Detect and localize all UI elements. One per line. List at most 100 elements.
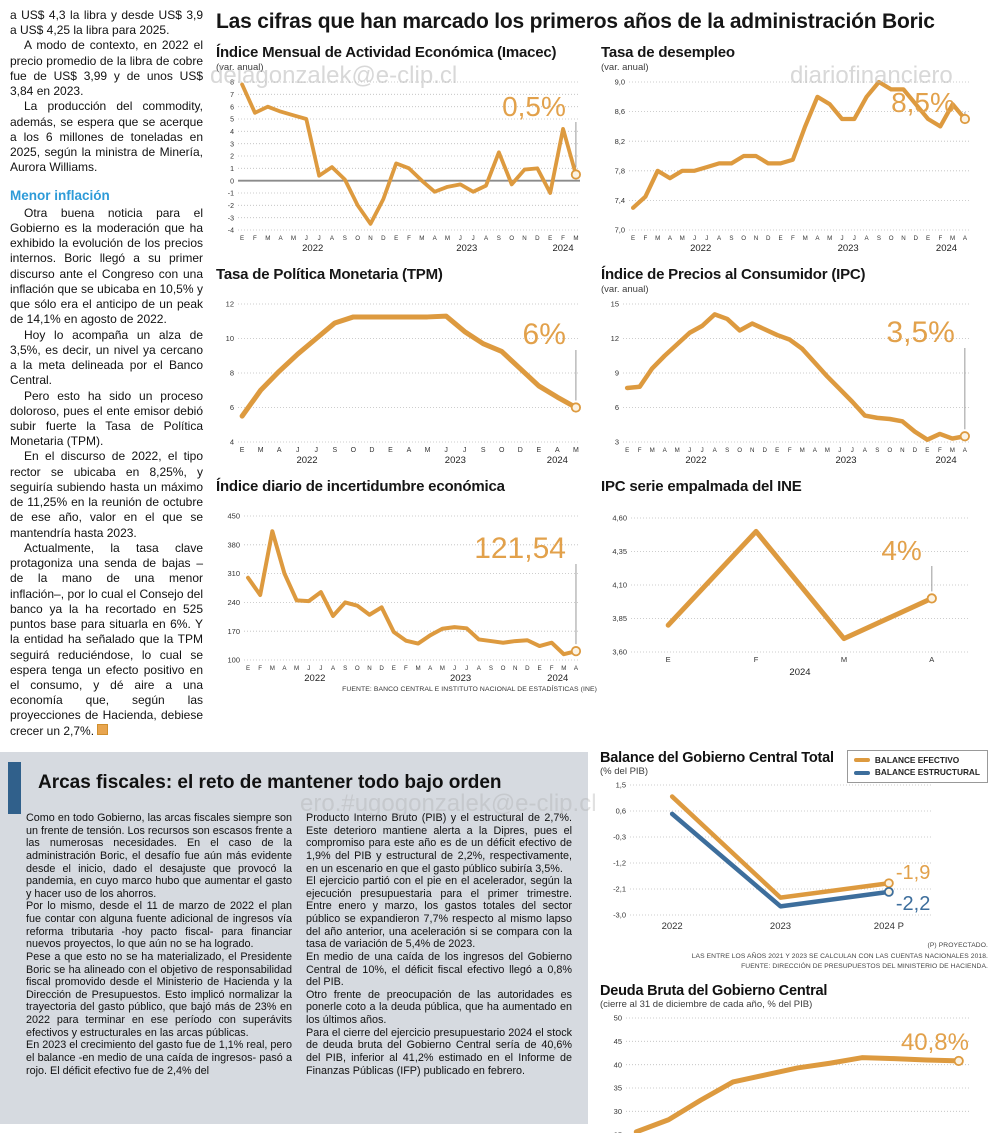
svg-text:A: A [282, 665, 287, 672]
svg-text:S: S [725, 447, 729, 454]
svg-text:2023: 2023 [835, 455, 856, 466]
svg-text:A: A [433, 235, 438, 242]
svg-text:E: E [394, 235, 398, 242]
svg-text:O: O [887, 447, 892, 454]
svg-text:J: J [688, 447, 691, 454]
svg-text:E: E [625, 447, 629, 454]
svg-text:M: M [803, 235, 808, 242]
svg-text:M: M [800, 447, 805, 454]
svg-text:3,5%: 3,5% [886, 316, 954, 349]
svg-text:J: J [318, 235, 321, 242]
svg-text:2024: 2024 [552, 243, 573, 254]
svg-text:A: A [555, 447, 560, 454]
svg-text:3: 3 [230, 141, 234, 148]
svg-text:M: M [675, 447, 680, 454]
svg-text:4: 4 [230, 129, 234, 136]
fiscal-text-columns: Como en todo Gobierno, las arcas fiscale… [26, 812, 572, 1077]
svg-text:12: 12 [226, 300, 234, 309]
svg-text:310: 310 [227, 569, 240, 578]
svg-text:N: N [513, 665, 517, 672]
chart-title: Deuda Bruta del Gobierno Central [600, 983, 828, 1000]
svg-text:J: J [693, 235, 696, 242]
svg-text:240: 240 [227, 598, 240, 607]
svg-text:F: F [788, 447, 792, 454]
svg-text:O: O [501, 665, 506, 672]
svg-text:8: 8 [230, 369, 234, 378]
svg-text:D: D [535, 235, 540, 242]
svg-text:3,60: 3,60 [612, 648, 627, 657]
svg-text:5: 5 [230, 117, 234, 124]
svg-text:N: N [367, 665, 371, 672]
legend-item-estructural: BALANCE ESTRUCTURAL [853, 766, 980, 778]
svg-text:S: S [497, 235, 501, 242]
fiscal-charts: Balance del Gobierno Central Total (% de… [600, 750, 988, 1133]
svg-text:E: E [240, 235, 244, 242]
svg-text:E: E [240, 447, 245, 454]
chart-balance-canvas: 1,5 0,6 -0,3 -1,2 -2,1 -3,0 2022 2023 2024 P -1,9… [613, 781, 931, 932]
svg-text:J: J [838, 447, 841, 454]
svg-text:S: S [343, 665, 347, 672]
svg-text:J: J [701, 447, 704, 454]
svg-text:J: J [459, 235, 462, 242]
svg-text:J: J [296, 447, 300, 454]
svg-text:25: 25 [614, 1130, 622, 1133]
chart-tpm: Tasa de Política Monetaria (TPM) 12 10 8 6 4… [214, 266, 599, 468]
svg-text:2024: 2024 [547, 673, 568, 684]
svg-text:F: F [561, 235, 565, 242]
svg-text:A: A [484, 235, 489, 242]
svg-text:A: A [963, 447, 968, 454]
chart-title: Índice de Precios al Consumidor (IPC) [601, 266, 866, 283]
svg-text:-1,9: -1,9 [896, 862, 930, 884]
svg-text:M: M [440, 665, 445, 672]
svg-text:N: N [754, 235, 758, 242]
svg-text:M: M [445, 235, 450, 242]
svg-text:2024: 2024 [789, 667, 810, 678]
svg-text:35: 35 [614, 1084, 622, 1093]
svg-text:100: 100 [227, 656, 240, 665]
svg-text:N: N [901, 235, 905, 242]
chart-subtitle: (var. anual) [216, 62, 264, 73]
title-accent-bar [8, 762, 21, 814]
svg-text:8: 8 [230, 80, 234, 87]
svg-text:O: O [509, 235, 514, 242]
chart-subtitle [601, 496, 982, 507]
svg-text:2024 P: 2024 P [874, 921, 904, 932]
svg-text:E: E [246, 665, 250, 672]
chart-title: Tasa de Política Monetaria (TPM) [216, 266, 443, 283]
svg-text:M: M [415, 665, 420, 672]
footnote: LAS ENTRE LOS AÑOS 2021 Y 2023 SE CALCUL… [691, 952, 988, 960]
svg-text:0: 0 [230, 178, 234, 185]
chart-title: IPC serie empalmada del INE [601, 478, 802, 495]
svg-text:-0,3: -0,3 [613, 833, 626, 842]
svg-text:E: E [775, 447, 779, 454]
svg-text:-2,2: -2,2 [896, 893, 930, 915]
chart-subtitle: (% del PIB) [600, 766, 649, 777]
svg-text:J: J [315, 447, 319, 454]
chart-imacec: Índice Mensual de Actividad Económica (I… [214, 44, 599, 256]
svg-text:-1: -1 [228, 191, 234, 198]
svg-text:0,6: 0,6 [616, 807, 626, 816]
svg-text:D: D [913, 447, 918, 454]
svg-text:D: D [766, 235, 771, 242]
legend-label: BALANCE EFECTIVO [874, 755, 960, 765]
footnote: FUENTE: DIRECCIÓN DE PRESUPUESTOS DEL MI… [741, 963, 988, 971]
svg-text:J: J [444, 447, 448, 454]
svg-text:2022: 2022 [302, 243, 323, 254]
chart-title: Índice Mensual de Actividad Económica (I… [216, 44, 557, 61]
svg-text:J: J [453, 665, 456, 672]
svg-text:O: O [737, 447, 742, 454]
svg-text:6: 6 [615, 403, 619, 412]
svg-text:380: 380 [227, 540, 240, 549]
svg-text:E: E [631, 235, 635, 242]
chart-desempleo: Tasa de desempleo (var. anual) 9,0 8,6 8,2… [599, 44, 984, 256]
svg-text:45: 45 [614, 1037, 622, 1046]
svg-text:A: A [574, 665, 579, 672]
article-paragraph: Otra buena noticia para el Gobierno es l… [10, 205, 203, 327]
svg-text:O: O [355, 235, 360, 242]
fiscal-paragraph: Otro frente de preocupación de las autor… [306, 988, 572, 1026]
svg-text:S: S [481, 447, 486, 454]
svg-text:E: E [392, 665, 396, 672]
